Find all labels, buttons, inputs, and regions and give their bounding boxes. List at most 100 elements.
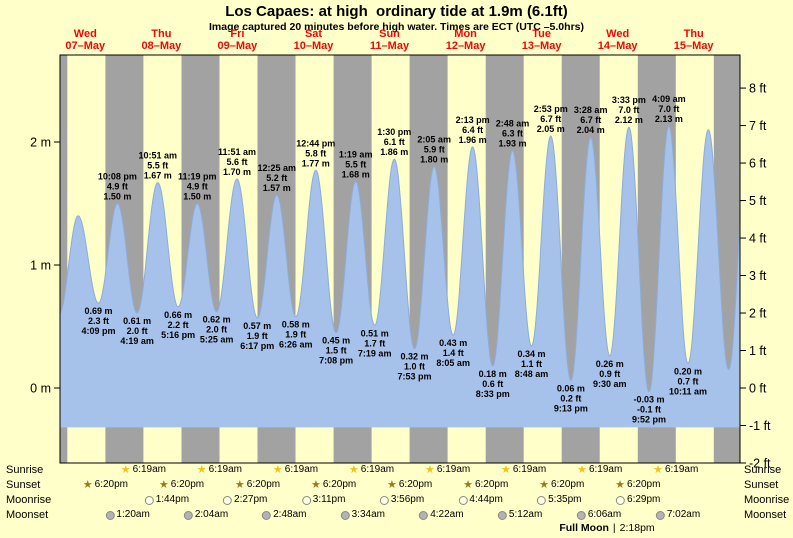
day-date: 08–May [141, 40, 182, 52]
moonrise-moon-icon [144, 495, 154, 505]
sunrise-entry: ★ 6:19am [273, 464, 318, 476]
day-name: Thu [151, 28, 172, 40]
right-axis-label: 7 ft [749, 119, 767, 133]
day-label: Fri 09–May [199, 28, 275, 52]
sunset-star-icon: ★ [82, 478, 93, 491]
high-tide-label: 2:13 pm 6.4 ft 1.96 m [456, 115, 490, 145]
moonrise-entry: 3:11pm [301, 494, 345, 506]
sunrise-star-icon: ★ [348, 463, 359, 476]
moonrise-entry: 5:35pm [537, 494, 581, 506]
sunrise-time: 6:19am [360, 464, 395, 475]
sunset-row-label-left: Sunset [6, 479, 41, 491]
low-tide-label: 0.34 m 1.1 ft 8:48 am [515, 349, 549, 379]
low-tide-label: 0.43 m 1.4 ft 8:05 am [436, 338, 470, 368]
day-label: Wed 07–May [47, 28, 123, 52]
sunrise-time: 6:19am [512, 464, 547, 475]
moonrise-entry: 3:56pm [379, 494, 425, 506]
day-date: 07–May [65, 40, 106, 52]
right-axis-label: 8 ft [749, 82, 767, 96]
moonrise-moon-icon [458, 495, 468, 505]
full-moon-note: Full Moon | 2:18pm [559, 522, 654, 534]
moonset-time: 2:04am [194, 509, 229, 520]
sunset-time: 6:20pm [627, 479, 661, 490]
high-tide-label: 12:44 pm 5.8 ft 1.77 m [296, 138, 335, 168]
moonset-time: 5:12am [508, 509, 543, 520]
moonset-time: 3:34am [351, 509, 385, 520]
sunset-time: 6:20pm [94, 479, 129, 490]
sunrise-star-icon: ★ [424, 463, 435, 476]
day-name: Wed [73, 28, 97, 40]
moonset-time: 6:06am [587, 509, 622, 520]
low-tide-label: 0.57 m 1.9 ft 6:17 pm [240, 321, 274, 351]
moonset-moon-icon [262, 510, 272, 520]
day-date: 12–May [445, 40, 486, 52]
sunset-entry: ★ 6:20pm [83, 479, 128, 491]
moonrise-row-label-left: Moonrise [6, 494, 52, 506]
day-label: Wed 14–May [580, 28, 656, 52]
sunrise-entry: ★ 6:19am [501, 464, 546, 476]
day-label: Sun 11–May [352, 28, 428, 52]
sunset-time: 6:20pm [398, 479, 433, 490]
moonset-entry: 6:06am [576, 509, 622, 521]
night-band [60, 55, 68, 463]
right-axis-label: 3 ft [749, 269, 767, 283]
day-date: 09–May [217, 40, 258, 52]
low-tide-label: 0.18 m 0.6 ft 8:33 pm [476, 369, 510, 399]
high-tide-label: 3:33 pm 7.0 ft 2.12 m [612, 95, 646, 125]
sunset-star-icon: ★ [234, 478, 245, 491]
sunset-star-icon: ★ [158, 478, 169, 491]
right-axis-label: 5 ft [749, 194, 767, 208]
sunrise-entry: ★ 6:19am [197, 464, 242, 476]
sunrise-entry: ★ 6:19am [653, 464, 698, 476]
day-name: Mon [454, 28, 477, 40]
high-tide-label: 4:09 am 7.0 ft 2.13 m [652, 94, 686, 124]
sunrise-time: 6:19am [284, 464, 319, 475]
low-tide-label: 0.32 m 1.0 ft 7:53 pm [397, 352, 431, 382]
moonset-time: 2:48am [273, 509, 307, 520]
moonrise-moon-icon [537, 495, 547, 505]
moonrise-entry: 4:44pm [458, 494, 503, 506]
sunset-entry: ★ 6:20pm [539, 479, 584, 491]
day-date: 15–May [673, 40, 714, 52]
right-axis-label: 0 ft [749, 382, 767, 396]
moonrise-time: 3:56pm [390, 494, 425, 505]
low-tide-label: 0.51 m 1.7 ft 7:19 am [358, 328, 392, 358]
low-tide-label: 0.20 m 0.7 ft 10:11 am [669, 366, 707, 396]
day-label: Tue 13–May [504, 28, 580, 52]
low-tide-label: 0.26 m 0.9 ft 9:30 am [593, 359, 627, 389]
day-name: Wed [606, 28, 630, 40]
sunset-entry: ★ 6:20pm [159, 479, 204, 491]
day-date: 14–May [597, 40, 638, 52]
sunset-star-icon: ★ [463, 478, 473, 491]
day-name: Tue [532, 28, 551, 40]
full-moon-separator: | [612, 522, 616, 534]
sunset-star-icon: ★ [615, 478, 626, 491]
sunset-row-label-right: Sunset [744, 479, 779, 491]
day-date: 10–May [293, 40, 334, 52]
sunset-time: 6:20pm [322, 479, 357, 490]
moonset-row-label-right: Moonset [744, 509, 787, 521]
moonrise-entry: 6:29pm [616, 494, 660, 506]
sunrise-time: 6:19am [208, 464, 243, 475]
sunset-star-icon: ★ [386, 478, 397, 491]
moonset-entry: 7:02am [655, 509, 700, 521]
moonrise-time: 5:35pm [548, 494, 582, 505]
sunrise-entry: ★ 6:19am [577, 464, 622, 476]
sunrise-star-icon: ★ [577, 463, 587, 476]
moonset-time: 1:20am [116, 509, 150, 520]
moonrise-time: 2:27pm [234, 494, 268, 505]
day-name: Thu [683, 28, 704, 40]
plot-border [59, 54, 741, 464]
day-name: Fri [230, 28, 245, 40]
high-tide-label: 1:30 pm 6.1 ft 1.86 m [377, 127, 411, 157]
moonrise-entry: 2:27pm [223, 494, 267, 506]
moonrise-time: 4:44pm [469, 494, 503, 505]
sunrise-time: 6:19am [132, 464, 167, 475]
moonset-moon-icon [340, 510, 350, 520]
low-tide-label: 0.06 m 0.2 ft 9:13 pm [554, 384, 588, 414]
sunset-time: 6:20pm [550, 479, 585, 490]
low-tide-label: 0.61 m 2.0 ft 4:19 am [120, 316, 154, 346]
low-tide-label: 0.69 m 2.3 ft 4:09 pm [81, 306, 115, 336]
